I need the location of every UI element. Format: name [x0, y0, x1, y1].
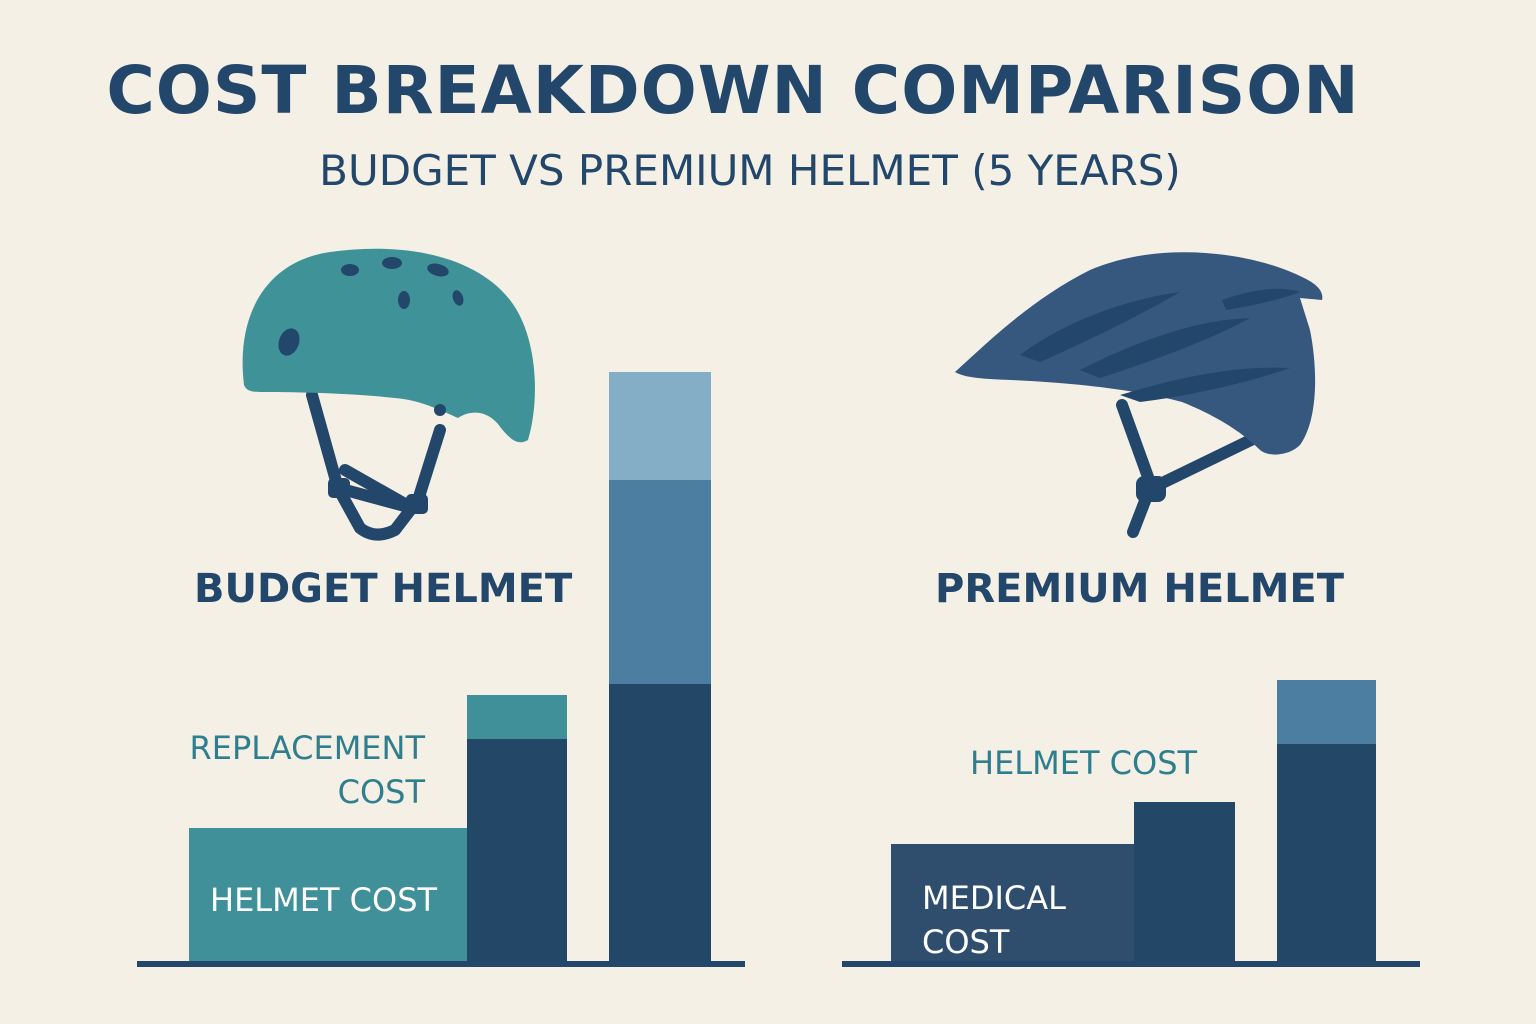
replacement-cost-label-line2: COST: [337, 773, 425, 811]
replacement-cost-label-line1: REPLACEMENT: [189, 729, 425, 767]
budget-bar-1-segment-1: [189, 828, 467, 961]
premium-helmet-label: PREMIUM HELMET: [935, 566, 1345, 612]
premium-bar-3-segment-1: [1277, 744, 1376, 961]
budget-bar-2-segment-2: [467, 695, 567, 739]
replacement-cost-label: REPLACEMENT COST: [140, 726, 425, 814]
budget-helmet-cost-label: HELMET COST: [210, 881, 438, 919]
premium-helmet-cost-label: HELMET COST: [970, 744, 1198, 782]
premium-bar-2-segment-1: [1134, 802, 1235, 961]
budget-bar-3-segment-1: [609, 684, 711, 961]
medical-cost-label-line1: MEDICAL: [922, 879, 1066, 917]
medical-cost-label-line2: COST: [922, 923, 1010, 961]
baseline-premium: [842, 961, 1420, 967]
premium-bar-3-segment-2: [1277, 680, 1376, 744]
budget-bar-2-segment-1: [467, 739, 567, 961]
bike-helmet-icon: [955, 252, 1323, 538]
skate-helmet-icon: [242, 248, 535, 541]
chart-subtitle: BUDGET VS PREMIUM HELMET (5 YEARS): [319, 146, 1181, 195]
premium-bar-1-segment-1: [891, 844, 1135, 961]
chart-title: COST BREAKDOWN COMPARISON: [106, 52, 1360, 129]
baseline-budget: [137, 961, 745, 967]
medical-cost-label: MEDICAL COST: [922, 876, 1066, 964]
budget-bar-3-segment-3: [609, 372, 711, 480]
budget-bar-3-segment-2: [609, 480, 711, 684]
budget-helmet-label: BUDGET HELMET: [194, 566, 573, 612]
